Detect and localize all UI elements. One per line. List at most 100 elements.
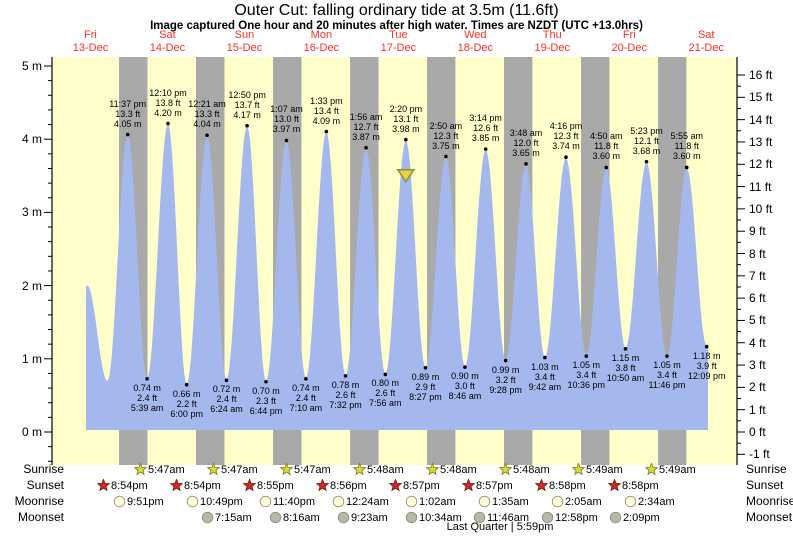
astro-time-text: 5:47am	[148, 463, 185, 476]
sunrise-time: 5:48am	[353, 462, 404, 477]
moonrise-time: 2:34am	[624, 494, 675, 509]
tide-extreme-dot	[684, 165, 689, 170]
astro-time-text: 5:48am	[367, 463, 404, 476]
moonrise-row-label-left: Moonrise	[14, 494, 64, 508]
astro-time-text: 8:16am	[283, 511, 320, 524]
sunset-star-icon	[389, 479, 402, 492]
tide-extreme-dot	[184, 382, 189, 387]
right-axis-label: 3 ft	[749, 358, 766, 373]
sunset-star-icon	[608, 479, 621, 492]
sunset-time: 8:57pm	[462, 478, 513, 493]
astro-time-text: 9:51pm	[127, 495, 164, 508]
moonrise-circle-icon	[186, 495, 199, 508]
right-axis-label: 6 ft	[749, 291, 766, 306]
moonrise-circle-icon	[624, 495, 637, 508]
right-axis-label: 13 ft	[749, 134, 773, 149]
right-axis-label: 12 ft	[749, 157, 773, 172]
astro-time-text: 8:55pm	[257, 479, 294, 492]
sunrise-time: 5:48am	[426, 462, 477, 477]
left-axis-label: 0 m	[21, 425, 42, 439]
low-tide-annotation: 0.78 m 2.6 ft 7:32 pm	[329, 379, 362, 410]
tide-extreme-dot	[423, 366, 428, 370]
tide-extreme-dot	[166, 121, 170, 126]
tide-extreme-dot	[584, 354, 589, 358]
right-axis-label: 16 ft	[749, 68, 773, 83]
moon-phase-text: Last Quarter | 5:59pm	[446, 521, 554, 533]
right-axis-label: 8 ft	[749, 246, 766, 261]
left-axis-label: 1 m	[21, 351, 42, 366]
astro-time-text: 5:48am	[440, 463, 477, 476]
moonrise-time: 12:24am	[332, 494, 389, 509]
astro-time-text: 8:58pm	[622, 479, 659, 492]
day-label: Mon 16-Dec	[284, 29, 358, 55]
moonset-circle-icon	[609, 511, 622, 524]
low-tide-annotation: 1.15 m 3.8 ft 10:50 am	[606, 352, 645, 383]
sunrise-row-label-left: Sunrise	[23, 462, 64, 476]
right-axis-label: 4 ft	[749, 335, 766, 350]
sunrise-time: 5:48am	[499, 462, 550, 477]
day-date: 21-Dec	[688, 42, 724, 54]
left-axis-label: 4 m	[21, 132, 42, 147]
page-title: Outer Cut: falling ordinary tide at 3.5m…	[234, 2, 559, 19]
left-axis-label: 2 m	[21, 278, 42, 293]
sunrise-star-icon	[353, 463, 366, 476]
astro-time-text: 2:05am	[565, 495, 602, 508]
astro-time-text: 11:40pm	[273, 495, 315, 508]
low-tide-annotation: 0.74 m 2.4 ft 5:39 am	[130, 382, 164, 413]
high-tide-annotation: 1:07 am 13.0 ft 3.97 m	[270, 104, 303, 135]
right-axis-label: -1 ft	[749, 447, 770, 462]
low-tide-annotation: 0.70 m 2.3 ft 6:44 pm	[249, 385, 283, 416]
astro-time-text: 8:54pm	[111, 479, 148, 492]
day-date: 19-Dec	[534, 42, 570, 54]
moonset-time: 10:34am	[405, 510, 462, 525]
high-tide-annotation: 1:56 am 12.7 ft 3.87 m	[349, 111, 383, 142]
sunrise-star-icon	[426, 463, 439, 476]
tide-extreme-dot	[404, 137, 408, 142]
moonrise-circle-icon	[405, 495, 418, 508]
day-label: Wed 18-Dec	[438, 29, 512, 55]
tide-extreme-dot	[304, 377, 308, 381]
moonrise-time: 1:35am	[478, 494, 529, 509]
astro-time-text: 1:35am	[492, 495, 529, 508]
moonset-time: 2:09pm	[609, 510, 660, 525]
left-axis-label: 3 m	[21, 205, 42, 220]
tide-extreme-dot	[343, 374, 348, 378]
tide-extreme-dot	[383, 372, 388, 377]
sunset-star-icon	[97, 479, 110, 492]
day-name: Tue	[389, 29, 408, 41]
moonrise-circle-icon	[551, 495, 564, 508]
astro-time-text: 5:48am	[513, 463, 550, 476]
right-axis-label: 5 ft	[749, 313, 766, 328]
astro-time-text: 10:49pm	[200, 495, 243, 508]
sunset-star-icon	[243, 479, 256, 492]
high-tide-annotation: 12:10 pm 13.8 ft 4.20 m	[149, 87, 187, 118]
moonrise-circle-icon	[332, 495, 345, 508]
sunset-time: 8:58pm	[608, 478, 659, 493]
sunset-time: 8:58pm	[535, 478, 586, 493]
tide-extreme-dot	[623, 347, 628, 351]
astro-time-text: 10:34am	[419, 511, 462, 524]
sunset-time: 8:55pm	[243, 478, 294, 493]
day-label: Tue 17-Dec	[361, 29, 435, 55]
day-label: Fri 20-Dec	[592, 29, 666, 55]
moonset-time: 11:46am	[473, 510, 529, 525]
sunrise-time: 5:47am	[134, 462, 185, 477]
high-tide-annotation: 11:37 pm 13.3 ft 4.05 m	[109, 98, 147, 129]
astro-time-text: 8:54pm	[184, 479, 221, 492]
astro-time-text: 9:23am	[351, 511, 388, 524]
astro-time-text: 11:46am	[487, 511, 529, 524]
moonset-time: 9:23am	[337, 510, 388, 525]
high-tide-annotation: 3:14 pm 12.6 ft 3.85 m	[469, 113, 502, 144]
day-name: Sat	[697, 29, 715, 41]
moonrise-time: 1:02am	[405, 494, 456, 509]
astro-time-text: 8:57pm	[476, 479, 513, 492]
high-tide-annotation: 5:23 pm 12.1 ft 3.68 m	[630, 125, 663, 156]
tide-extreme-dot	[564, 155, 568, 160]
tide-extreme-dot	[524, 162, 528, 166]
day-label: Sat 14-Dec	[130, 29, 204, 55]
tide-extreme-dot	[604, 165, 609, 170]
day-date: 14-Dec	[149, 42, 186, 54]
day-name: Mon	[310, 29, 333, 41]
